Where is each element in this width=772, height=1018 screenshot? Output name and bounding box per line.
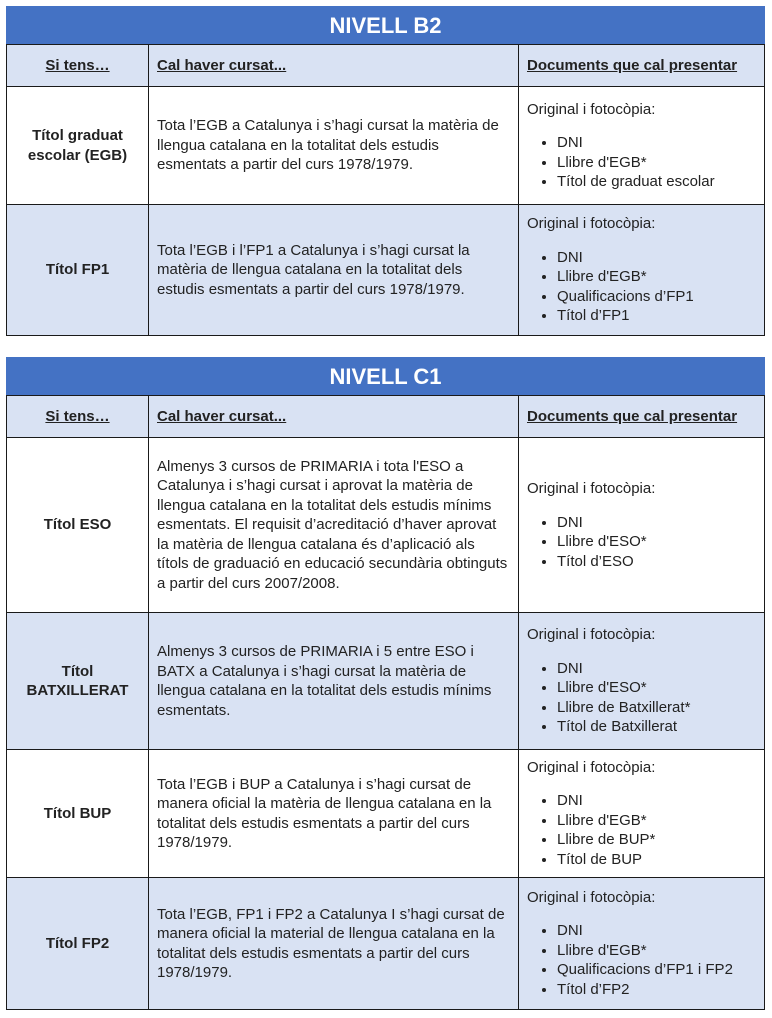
document-item: Llibre d'EGB* [557,267,756,287]
documents-list: DNILlibre d'EGB*Llibre de BUP*Títol de B… [527,791,756,869]
documents-list: DNILlibre d'EGB*Títol de graduat escolar [527,133,756,192]
column-header: Documents que cal presentar [517,44,766,87]
table-row: Títol graduat escolar (EGB) Tota l’EGB a … [6,86,766,205]
table-row: Títol BUP Tota l’EGB i BUP a Catalunya i … [6,749,766,878]
requirement-text: Almenys 3 cursos de PRIMARIA i 5 entre E… [148,612,519,750]
documents-intro: Original i fotocòpia: [527,215,656,233]
table-row: Títol FP2 Tota l’EGB, FP1 i FP2 a Catalun… [6,877,766,1010]
document-item: Qualificacions d’FP1 i FP2 [557,960,756,980]
document-item: Títol de BUP [557,850,756,870]
qualification-title: Títol BATXILLERAT [6,612,149,750]
documents-list: DNILlibre d'EGB*Qualificacions d’FP1 i F… [527,921,756,999]
documents-list: DNILlibre d'ESO*Títol d’ESO [527,513,756,572]
requirements-table: NIVELL B2 Si tens… Cal haver cursat... Docu… [5,6,766,336]
document-item: Títol d’ESO [557,552,756,572]
documents-intro: Original i fotocòpia: [527,758,656,776]
table-row: Títol BATXILLERAT Almenys 3 cursos de PRI… [6,612,766,750]
document-item: Llibre de Batxillerat* [557,698,756,718]
document-item: DNI [557,659,756,679]
documents-cell: Original i fotocòpia: DNILlibre d'EGB*Qua… [517,204,766,336]
documents-cell: Original i fotocòpia: DNILlibre d'ESO*Lli… [517,612,766,750]
level-title: NIVELL B2 [5,6,766,45]
qualification-title: Títol FP1 [6,204,149,336]
documents-intro: Original i fotocòpia: [527,888,656,906]
document-item: DNI [557,248,756,268]
requirement-text: Tota l’EGB a Catalunya i s’hagi cursat l… [148,86,519,205]
document-item: Llibre d'ESO* [557,678,756,698]
documents-cell: Original i fotocòpia: DNILlibre d'ESO*Tít… [517,437,766,613]
documents-intro: Original i fotocòpia: [527,100,656,118]
document-item: Títol d’FP1 [557,306,756,326]
column-header: Documents que cal presentar [517,395,766,438]
documents-cell: Original i fotocòpia: DNILlibre d'EGB*Lli… [517,749,766,878]
document-item: Títol d’FP2 [557,980,756,1000]
documents-cell: Original i fotocòpia: DNILlibre d'EGB*Qua… [517,877,766,1010]
document-item: Llibre d'EGB* [557,811,756,831]
documents-list: DNILlibre d'EGB*Qualificacions d’FP1Títo… [527,248,756,326]
document-item: Llibre d'EGB* [557,941,756,961]
requirement-text: Tota l’EGB i BUP a Catalunya i s’hagi cu… [148,749,519,878]
document-item: Llibre d'ESO* [557,532,756,552]
qualification-title: Títol graduat escolar (EGB) [6,86,149,205]
column-header: Cal haver cursat... [148,44,519,87]
column-header: Si tens… [6,395,149,438]
document-item: DNI [557,513,756,533]
document-item: DNI [557,921,756,941]
document-item: Títol de Batxillerat [557,717,756,737]
document-item: DNI [557,791,756,811]
documents-intro: Original i fotocòpia: [527,480,656,497]
requirement-text: Tota l’EGB i l’FP1 a Catalunya i s’hagi … [148,204,519,336]
column-header: Cal haver cursat... [148,395,519,438]
requirement-text: Tota l’EGB, FP1 i FP2 a Catalunya I s’ha… [148,877,519,1010]
requirement-text: Almenys 3 cursos de PRIMARIA i tota l'ES… [148,437,519,613]
document-item: Títol de graduat escolar [557,172,756,192]
qualification-title: Títol BUP [6,749,149,878]
table-row: Títol ESO Almenys 3 cursos de PRIMARIA i … [6,437,766,613]
column-header: Si tens… [6,44,149,87]
document-item: DNI [557,133,756,153]
qualification-title: Títol ESO [6,437,149,613]
level-title: NIVELL C1 [5,357,766,396]
document-item: Llibre d'EGB* [557,153,756,173]
table-row: Títol FP1 Tota l’EGB i l’FP1 a Catalunya … [6,204,766,336]
requirements-table: NIVELL C1 Si tens… Cal haver cursat... Docu… [5,357,766,1010]
qualification-title: Títol FP2 [6,877,149,1010]
documents-intro: Original i fotocòpia: [527,626,656,644]
documents-cell: Original i fotocòpia: DNILlibre d'EGB*Tít… [517,86,766,205]
document-item: Qualificacions d’FP1 [557,287,756,307]
documents-list: DNILlibre d'ESO*Llibre de Batxillerat*Tí… [527,659,756,737]
document-item: Llibre de BUP* [557,830,756,850]
